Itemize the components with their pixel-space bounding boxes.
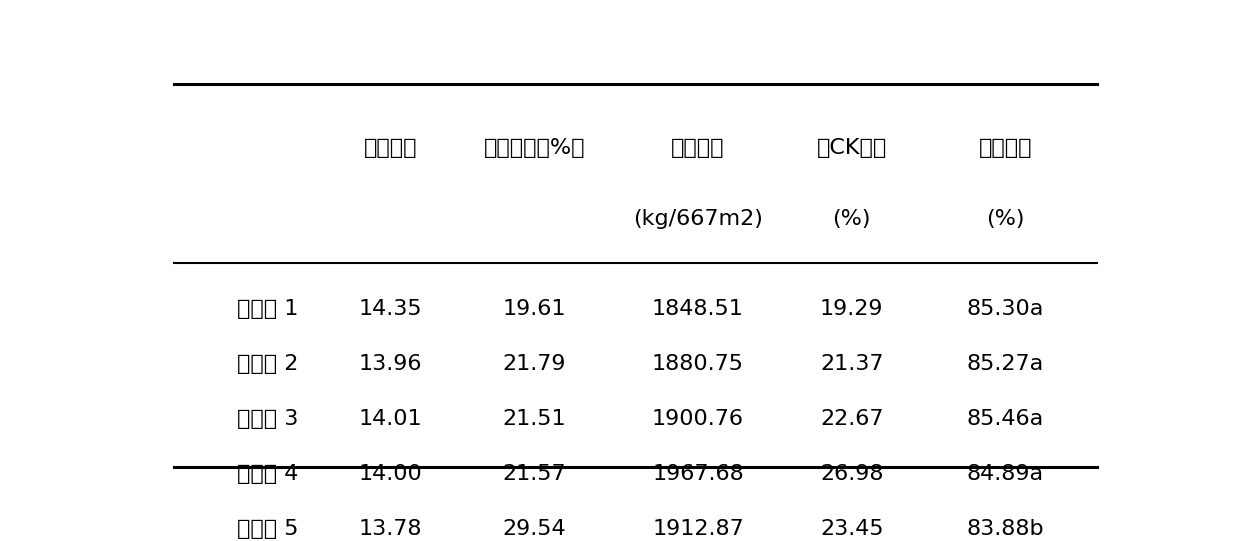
Text: 比CK增产: 比CK增产 <box>817 138 887 158</box>
Text: 1900.76: 1900.76 <box>652 408 744 428</box>
Text: 1848.51: 1848.51 <box>652 299 744 319</box>
Text: 平均病指: 平均病指 <box>363 138 417 158</box>
Text: 14.35: 14.35 <box>358 299 423 319</box>
Text: 相对防效（%）: 相对防效（%） <box>484 138 585 158</box>
Text: 13.78: 13.78 <box>358 519 422 538</box>
Text: 21.57: 21.57 <box>502 464 567 484</box>
Text: (%): (%) <box>986 209 1024 229</box>
Text: (%): (%) <box>832 209 870 229</box>
Text: 14.00: 14.00 <box>358 464 423 484</box>
Text: 14.01: 14.01 <box>358 408 423 428</box>
Text: 1880.75: 1880.75 <box>652 354 744 374</box>
Text: 13.96: 13.96 <box>358 354 422 374</box>
Text: 1912.87: 1912.87 <box>652 519 744 538</box>
Text: 1967.68: 1967.68 <box>652 464 744 484</box>
Text: 83.88b: 83.88b <box>967 519 1044 538</box>
Text: (kg/667m2): (kg/667m2) <box>634 209 763 229</box>
Text: 21.79: 21.79 <box>503 354 567 374</box>
Text: 23.45: 23.45 <box>820 519 884 538</box>
Text: 实施例 3: 实施例 3 <box>237 408 298 428</box>
Text: 折合亩产: 折合亩产 <box>671 138 724 158</box>
Text: 26.98: 26.98 <box>820 464 883 484</box>
Text: 85.46a: 85.46a <box>967 408 1044 428</box>
Text: 21.37: 21.37 <box>820 354 883 374</box>
Text: 22.67: 22.67 <box>820 408 883 428</box>
Text: 实施例 4: 实施例 4 <box>237 464 298 484</box>
Text: 85.27a: 85.27a <box>967 354 1044 374</box>
Text: 实施例 2: 实施例 2 <box>237 354 298 374</box>
Text: 实施例 5: 实施例 5 <box>237 519 298 538</box>
Text: 85.30a: 85.30a <box>967 299 1044 319</box>
Text: 29.54: 29.54 <box>502 519 567 538</box>
Text: 实施例 1: 实施例 1 <box>237 299 298 319</box>
Text: 84.89a: 84.89a <box>967 464 1044 484</box>
Text: 21.51: 21.51 <box>502 408 567 428</box>
Text: 商品薯率: 商品薯率 <box>978 138 1032 158</box>
Text: 19.29: 19.29 <box>820 299 883 319</box>
Text: 19.61: 19.61 <box>503 299 567 319</box>
